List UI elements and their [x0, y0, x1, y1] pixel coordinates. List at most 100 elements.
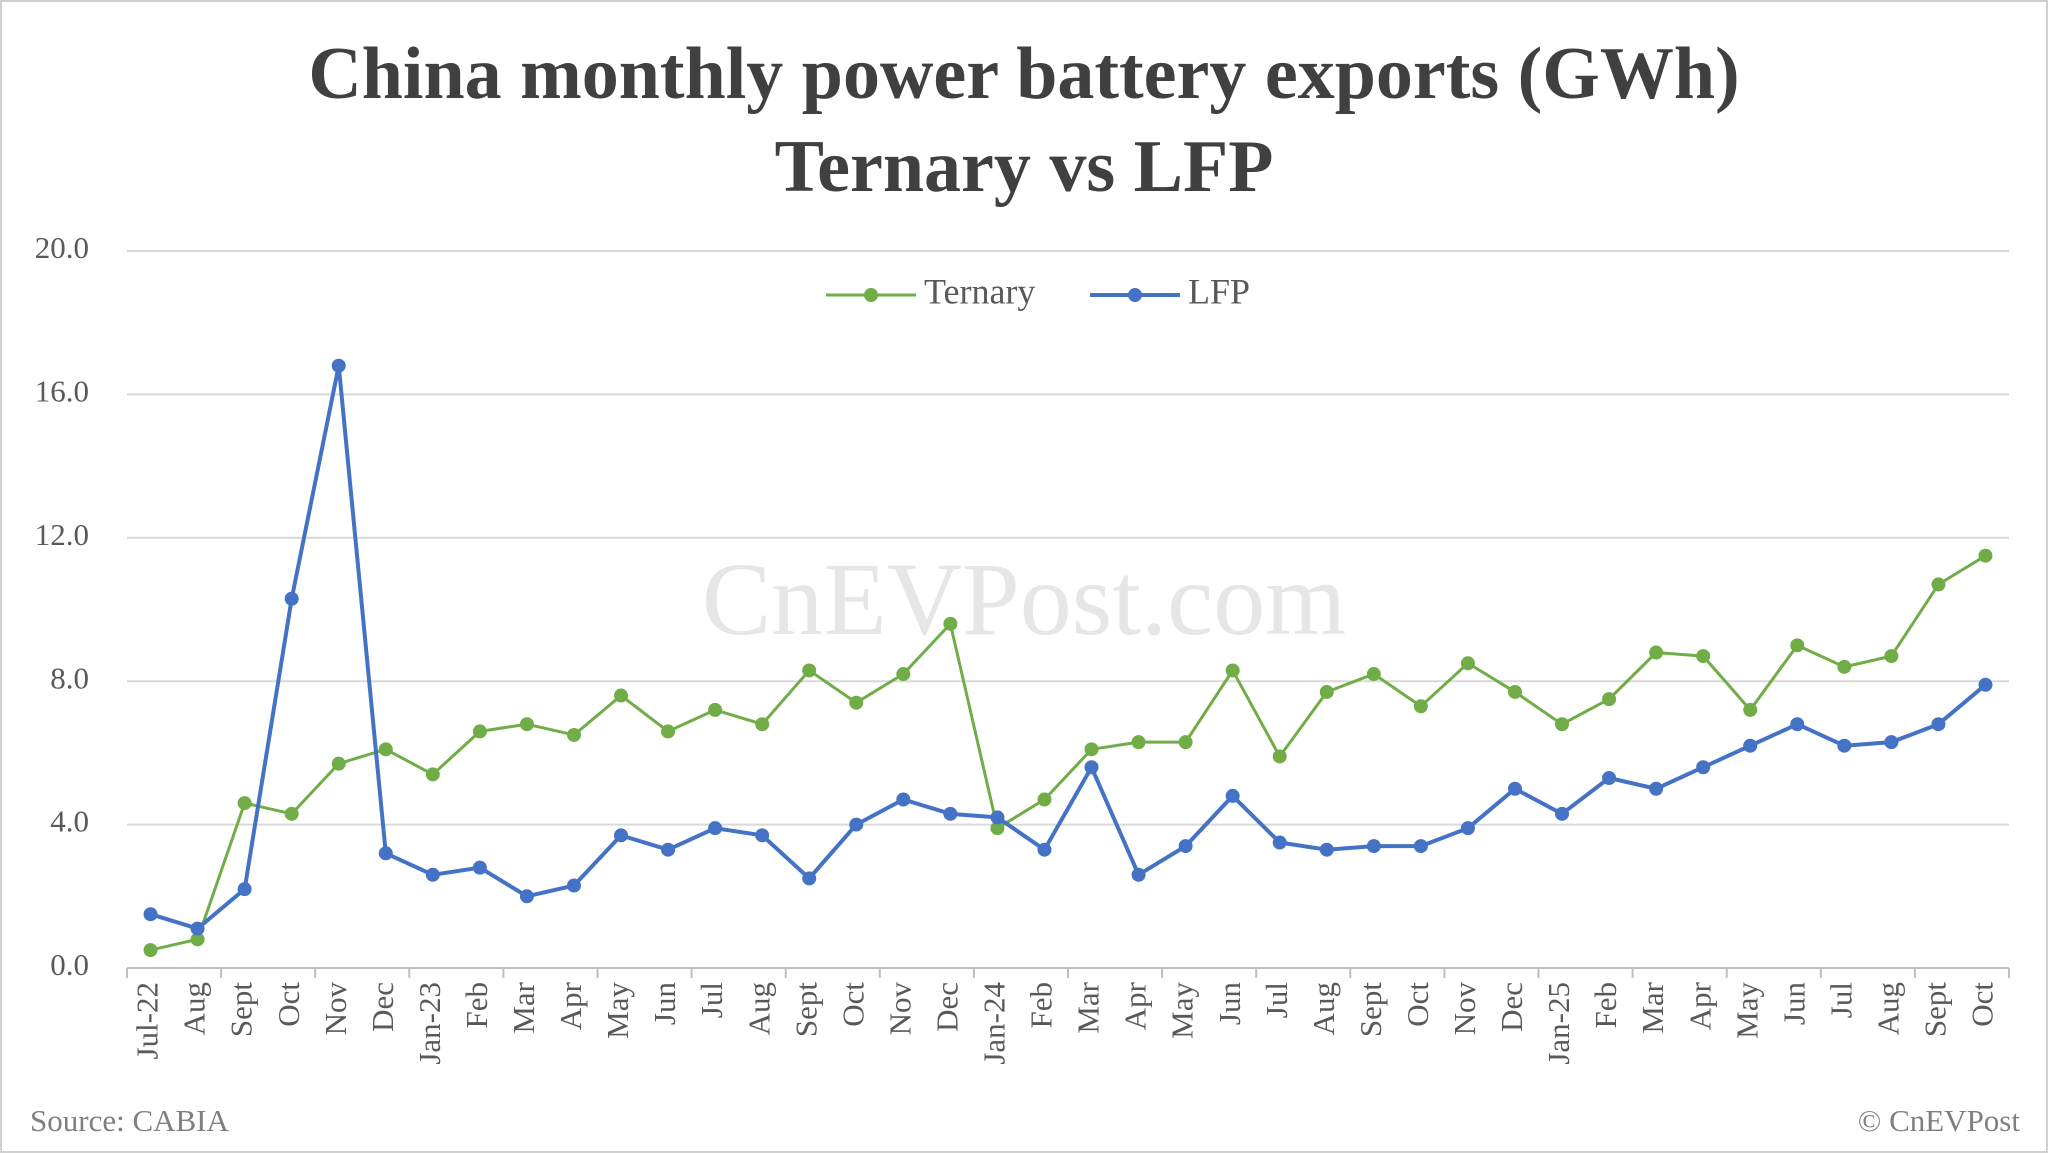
point	[1460, 821, 1475, 836]
x-tick-label: Jun	[1776, 982, 1811, 1026]
point	[472, 860, 487, 875]
point	[755, 828, 770, 843]
point	[1555, 806, 1570, 821]
x-tick-label: Nov	[1447, 982, 1482, 1036]
point	[849, 695, 864, 710]
point	[331, 358, 346, 373]
x-tick-label: Mar	[1071, 981, 1106, 1033]
chart-subtitle: Ternary vs LFP	[775, 126, 1274, 208]
point	[1743, 738, 1758, 753]
point	[661, 724, 676, 739]
x-tick-label: Sept	[788, 982, 823, 1038]
x-tick-label: Feb	[1588, 982, 1623, 1029]
x-tick-label: Jan-23	[412, 982, 447, 1065]
x-tick-label: Oct	[271, 982, 306, 1027]
point	[1649, 781, 1664, 796]
point	[284, 591, 299, 606]
point	[237, 796, 252, 811]
point	[614, 688, 629, 703]
point	[1978, 548, 1993, 563]
point	[1272, 835, 1287, 850]
x-tick-label: Mar	[1635, 981, 1670, 1033]
point	[1790, 638, 1805, 653]
x-tick-label: Aug	[741, 982, 776, 1035]
point	[1602, 770, 1617, 785]
point	[896, 792, 911, 807]
x-tick-label: Nov	[318, 982, 353, 1036]
point	[1602, 692, 1617, 707]
point	[1931, 577, 1946, 592]
x-tick-label: Dec	[1494, 982, 1529, 1032]
x-tick-label: Oct	[1400, 982, 1435, 1027]
point	[849, 817, 864, 832]
point	[1790, 717, 1805, 732]
point	[1460, 656, 1475, 671]
point	[1507, 781, 1522, 796]
x-tick-label: Oct	[1965, 982, 2000, 1027]
point	[519, 717, 534, 732]
x-tick-label: Sept	[1918, 982, 1953, 1038]
point	[1507, 684, 1522, 699]
point	[1084, 760, 1099, 775]
point	[1272, 749, 1287, 764]
point	[143, 943, 158, 958]
point	[519, 889, 534, 904]
point	[1178, 839, 1193, 854]
point	[896, 667, 911, 682]
x-tick-label: Feb	[1024, 982, 1059, 1029]
point	[378, 742, 393, 757]
point	[1225, 663, 1240, 678]
point	[1837, 659, 1852, 674]
point	[990, 810, 1005, 825]
point	[566, 727, 581, 742]
x-tick-label: May	[1165, 982, 1200, 1039]
point	[1319, 842, 1334, 857]
point	[284, 806, 299, 821]
point	[1037, 842, 1052, 857]
point	[1696, 760, 1711, 775]
x-tick-label: Oct	[835, 982, 870, 1027]
x-tick-label: Aug	[177, 982, 212, 1035]
x-tick-label: Jun	[1212, 982, 1247, 1026]
point	[566, 878, 581, 893]
x-tick-label: May	[1729, 982, 1764, 1039]
x-tick-label: Jul	[694, 982, 729, 1018]
y-tick-label: 0.0	[50, 947, 89, 982]
point	[1649, 645, 1664, 660]
point	[1366, 667, 1381, 682]
x-tick-label: Aug	[1870, 982, 1905, 1035]
point	[1837, 738, 1852, 753]
point	[943, 616, 958, 631]
point	[1131, 867, 1146, 882]
point	[1743, 702, 1758, 717]
point	[1084, 742, 1099, 757]
point	[1555, 717, 1570, 732]
x-tick-label: Jun	[647, 982, 682, 1026]
point	[708, 821, 723, 836]
point	[661, 842, 676, 857]
point	[425, 867, 440, 882]
point	[1037, 792, 1052, 807]
x-tick-label: Apr	[553, 981, 588, 1030]
x-tick-label: Apr	[1118, 981, 1153, 1030]
y-tick-label: 12.0	[35, 517, 89, 552]
legend-marker	[864, 288, 878, 302]
point	[1931, 717, 1946, 732]
x-tick-label: Feb	[459, 982, 494, 1029]
point	[425, 767, 440, 782]
x-tick-label: Dec	[365, 982, 400, 1032]
point	[943, 806, 958, 821]
x-tick-label: Jan-24	[977, 982, 1012, 1065]
x-tick-label: Jan-25	[1541, 982, 1576, 1065]
point	[237, 882, 252, 897]
legend-marker	[1128, 288, 1142, 302]
x-tick-label: Aug	[1306, 982, 1341, 1035]
point	[1413, 699, 1428, 714]
point	[1366, 839, 1381, 854]
x-tick-label: Nov	[882, 982, 917, 1036]
y-tick-label: 4.0	[50, 804, 89, 839]
legend-label: Ternary	[924, 271, 1035, 311]
x-tick-label: Jul-22	[130, 982, 165, 1060]
x-tick-label: Mar	[506, 981, 541, 1033]
